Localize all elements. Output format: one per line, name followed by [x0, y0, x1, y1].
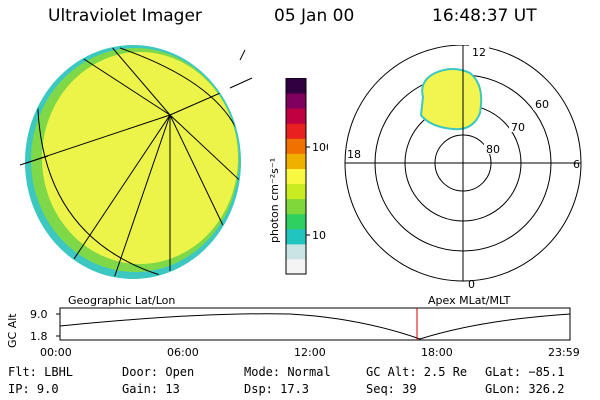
hour-label-6: 6: [573, 158, 580, 171]
hour-label-12: 12: [472, 46, 486, 59]
hour-label-0: 0: [468, 278, 475, 291]
instrument-title: Ultraviolet Imager: [48, 6, 202, 26]
door-info: Door: Open: [122, 365, 195, 379]
mode-info: Mode: Normal: [244, 365, 331, 379]
colorbar-band: [286, 228, 306, 245]
polar-plot: 12 0 18 6 60 70 80: [344, 45, 582, 291]
colorbar-band: [286, 183, 306, 200]
colorbar-band: [286, 138, 306, 154]
x-tick-2359: 23:59: [548, 346, 580, 359]
colorbar-band: [286, 93, 306, 109]
glat-info: GLat: −85.1: [485, 365, 565, 379]
altitude-timeline: GC Alt 9.0 1.8 00:00 06:00 12:00 18:00 2…: [6, 307, 580, 359]
timeline-left-label: Geographic Lat/Lon: [68, 294, 176, 307]
colorbar-band: [286, 153, 306, 169]
colorbar-band: [286, 108, 306, 124]
x-tick-1800: 18:00: [421, 346, 453, 359]
colorbar-band: [286, 243, 306, 260]
glon-info: GLon: 326.2: [485, 382, 565, 396]
lat-label-80: 80: [486, 143, 500, 156]
colorbar-unit-label: photon cm⁻²s⁻¹: [268, 158, 281, 243]
altitude-curve: [59, 313, 571, 340]
x-tick-0600: 06:00: [167, 346, 199, 359]
hour-label-18: 18: [347, 148, 361, 161]
colorbar-gradient: [286, 78, 306, 275]
y-tick-1.8: 1.8: [30, 330, 48, 343]
geographic-image: [19, 45, 253, 279]
timeline-right-label: Apex MLat/MLT: [428, 294, 511, 307]
y-tick-9: 9.0: [30, 308, 48, 321]
colorbar-tick-100: 100: [312, 141, 328, 154]
dsp-info: Dsp: 17.3: [244, 382, 310, 396]
gc-alt-info: GC Alt: 2.5 Re: [366, 365, 468, 379]
auroral-oval: [419, 68, 483, 131]
colorbar-band: [286, 258, 306, 275]
colorbar-band: [286, 168, 306, 185]
filter-info: Flt: LBHL: [8, 365, 74, 379]
seq-info: Seq: 39: [366, 382, 417, 396]
colorbar-band: [286, 123, 306, 139]
date-label: 05 Jan 00: [274, 6, 355, 26]
colorbar-band: [286, 198, 306, 215]
gain-info: Gain: 13: [122, 382, 180, 396]
lat-label-60: 60: [535, 98, 549, 111]
earth-disk: [42, 52, 238, 264]
ip-info: IP: 9.0: [8, 382, 59, 396]
x-tick-0000: 00:00: [40, 346, 72, 359]
timeline-axis-label: GC Alt: [6, 313, 19, 348]
colorbar-tick-10: 10: [312, 229, 326, 242]
colorbar: 100 10 photon cm⁻²s⁻¹: [268, 78, 328, 275]
colorbar-band: [286, 213, 306, 230]
time-label: 16:48:37 UT: [432, 6, 537, 26]
colorbar-band: [286, 78, 306, 94]
x-tick-1200: 12:00: [294, 346, 326, 359]
lat-label-70: 70: [511, 121, 525, 134]
